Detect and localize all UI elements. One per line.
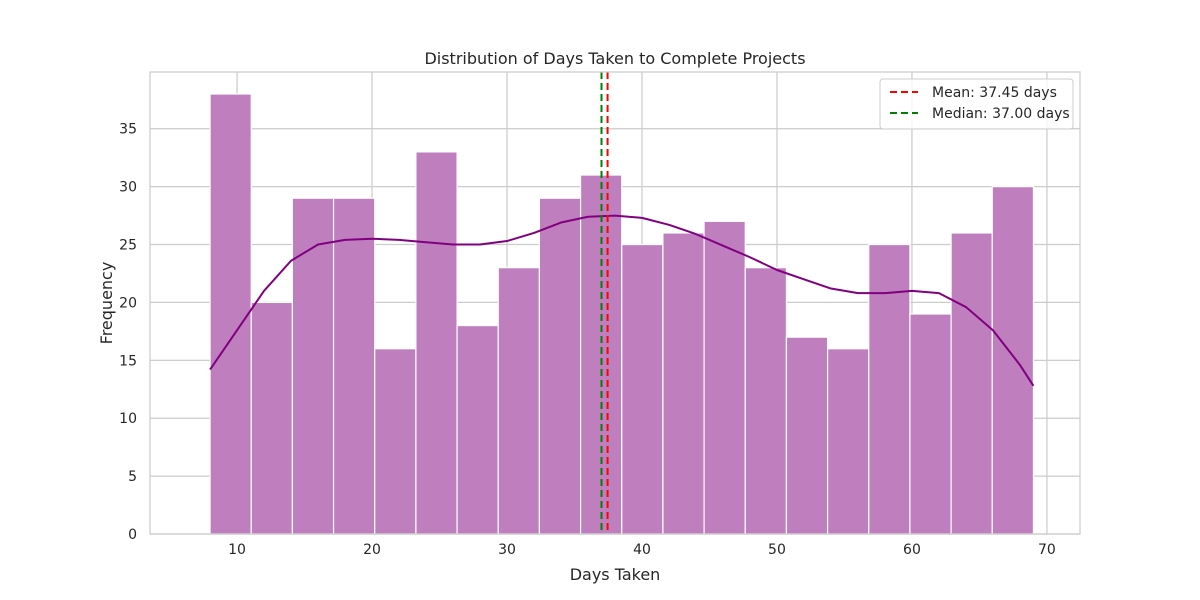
histogram-bar xyxy=(662,232,705,535)
histogram-bar xyxy=(826,348,870,535)
legend-box xyxy=(879,78,1074,130)
y-tick-label: 25 xyxy=(119,238,137,254)
y-tick-label: 15 xyxy=(119,353,137,369)
histogram-bar xyxy=(785,336,829,535)
legend-mean-label: Mean: 37.45 days xyxy=(932,85,1057,101)
y-tick-label: 30 xyxy=(119,180,137,196)
legend-median-label: Median: 37.00 days xyxy=(932,106,1070,122)
x-axis-label: Days Taken xyxy=(570,565,661,584)
y-tick-label: 0 xyxy=(128,527,137,543)
x-tick-label: 70 xyxy=(1038,542,1056,558)
histogram-bar xyxy=(950,232,993,535)
x-tick-label: 20 xyxy=(363,542,381,558)
histogram-bar xyxy=(868,243,911,535)
histogram-bar xyxy=(291,197,335,535)
x-tick-label: 40 xyxy=(633,542,651,558)
legend: Mean: 37.45 days Median: 37.00 days xyxy=(879,78,1074,130)
kde-line xyxy=(209,214,1035,387)
x-tick-label: 60 xyxy=(903,542,921,558)
histogram-bar xyxy=(538,197,582,535)
histogram-bar xyxy=(415,151,458,535)
x-tick-label: 50 xyxy=(768,542,786,558)
histogram-bar xyxy=(209,93,252,535)
histogram-bar xyxy=(744,267,788,535)
histogram-bar xyxy=(250,301,294,535)
histogram-bar xyxy=(991,186,1035,535)
reference-lines xyxy=(600,72,609,534)
x-tick-label: 30 xyxy=(498,542,516,558)
x-tick-label: 10 xyxy=(228,542,246,558)
histogram-bar xyxy=(703,220,746,535)
x-tick-labels: 10 20 30 40 50 60 70 xyxy=(228,542,1056,558)
y-tick-label: 5 xyxy=(128,469,137,485)
y-axis-label: Frequency xyxy=(97,262,116,345)
histogram-bar xyxy=(332,197,376,535)
histogram-bar xyxy=(456,324,499,535)
kde-curve-group xyxy=(209,214,1035,387)
y-tick-label: 20 xyxy=(119,295,137,311)
y-tick-label: 35 xyxy=(119,122,137,138)
histogram-bar xyxy=(621,243,664,535)
plot-frame xyxy=(149,71,1081,535)
histogram-bar xyxy=(374,348,417,535)
histogram-bar xyxy=(909,313,952,535)
y-tick-labels: 0 5 10 15 20 25 30 35 xyxy=(119,122,137,543)
histogram-bars xyxy=(209,93,1035,535)
histogram-bar xyxy=(497,267,541,535)
y-tick-label: 10 xyxy=(119,411,137,427)
chart-title: Distribution of Days Taken to Complete P… xyxy=(424,49,805,68)
